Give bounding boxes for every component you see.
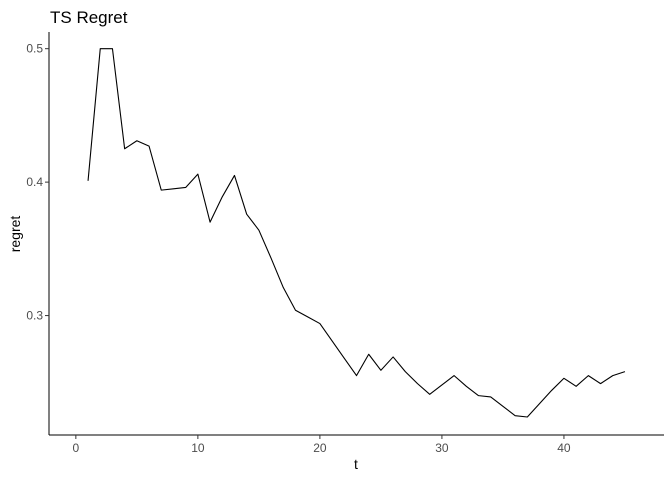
x-tick-label: 0 bbox=[73, 441, 80, 455]
y-tick-label: 0.4 bbox=[26, 175, 43, 189]
y-tick-label: 0.5 bbox=[26, 42, 43, 56]
y-tick-label: 0.3 bbox=[26, 309, 43, 323]
x-tick-label: 10 bbox=[191, 441, 205, 455]
x-axis-ticks: 0 10 20 30 40 bbox=[73, 435, 571, 455]
x-tick-label: 30 bbox=[435, 441, 449, 455]
regret-series-line bbox=[87, 48, 626, 418]
x-axis-title: t bbox=[354, 456, 358, 472]
plot-area: 0 10 20 30 40 0.3 0.4 0.5 bbox=[26, 32, 664, 455]
y-axis-ticks: 0.3 0.4 0.5 bbox=[26, 42, 49, 323]
y-axis-title: regret bbox=[7, 216, 23, 253]
x-tick-label: 20 bbox=[313, 441, 327, 455]
x-tick-label: 40 bbox=[557, 441, 571, 455]
chart-title: TS Regret bbox=[50, 8, 128, 27]
